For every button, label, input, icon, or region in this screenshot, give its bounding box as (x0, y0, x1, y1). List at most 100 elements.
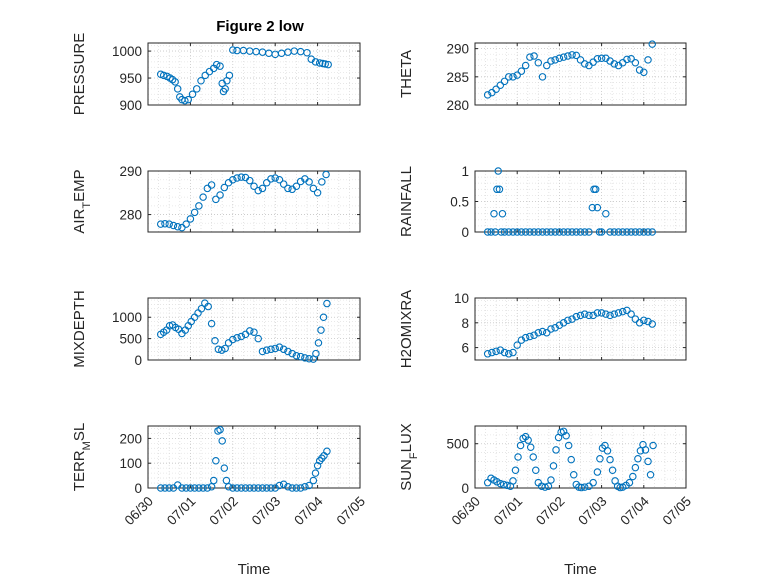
data-point (635, 66, 644, 74)
data-point (279, 180, 288, 188)
data-point (606, 228, 614, 236)
data-point (517, 67, 526, 75)
data-point (648, 228, 656, 236)
data-point (216, 425, 224, 434)
data-point (498, 209, 507, 218)
data-point (220, 464, 229, 472)
data-point (500, 77, 509, 86)
data-point (165, 484, 173, 492)
data-point (258, 484, 267, 492)
data-point (229, 175, 237, 184)
data-point (199, 193, 207, 201)
data-point (542, 61, 551, 70)
data-point (517, 336, 526, 344)
data-point (503, 481, 511, 490)
y-axis-label: THETA (398, 50, 415, 98)
data-point (483, 228, 492, 236)
data-point (648, 40, 656, 48)
data-point (576, 56, 585, 64)
data-point (580, 310, 589, 318)
figure-title: Figure 2 low (216, 18, 304, 35)
data-point (610, 228, 619, 236)
data-point (555, 54, 564, 62)
data-point (530, 228, 538, 236)
y-tick-label: 1000 (112, 44, 142, 59)
data-point (267, 345, 275, 354)
data-point (631, 58, 640, 67)
data-point (644, 56, 652, 64)
data-point (156, 220, 165, 228)
data-point (323, 447, 331, 456)
data-point (494, 167, 502, 175)
data-point (517, 228, 526, 236)
data-point (589, 478, 597, 487)
data-point (233, 334, 241, 342)
data-point (315, 59, 324, 67)
data-point (568, 51, 576, 59)
data-point (221, 85, 229, 93)
subplot-8: 0 500 06/30 07/01 07/02 07/03 07/04 07/05 SUNFLU… (398, 423, 694, 578)
data-point (597, 228, 606, 236)
data-point (509, 228, 517, 236)
y-tick-label: 100 (119, 456, 142, 471)
data-point (629, 472, 637, 481)
data-point (640, 316, 648, 325)
data-point (216, 62, 224, 70)
data-point (246, 327, 254, 335)
data-point (315, 456, 324, 465)
data-point (492, 85, 500, 93)
data-point (254, 334, 262, 343)
axes-border (147, 297, 361, 361)
y-axis-label: PRESSURE (71, 33, 88, 116)
data-point (284, 184, 292, 193)
data-point (190, 484, 199, 492)
data-point (513, 228, 521, 236)
data-point (595, 228, 604, 236)
y-tick-label: 290 (446, 42, 469, 57)
y-tick-label: 200 (119, 431, 142, 446)
data-point (319, 313, 328, 321)
y-tick-label: 10 (454, 291, 469, 306)
data-point (182, 484, 190, 492)
x-tick-label: 07/05 (334, 494, 369, 529)
y-tick-label: 0.5 (450, 195, 469, 210)
y-axis-label: RAINFALL (398, 166, 415, 237)
data-point (631, 315, 640, 323)
data-point (229, 484, 237, 492)
data-point (572, 51, 581, 60)
data-point (564, 316, 572, 325)
data-point (627, 228, 635, 236)
data-point (623, 306, 631, 315)
data-point (636, 447, 645, 455)
data-point (640, 228, 648, 236)
axes-border (474, 297, 687, 361)
data-point (173, 223, 182, 231)
data-point (499, 480, 508, 489)
data-point (156, 484, 165, 492)
data-point (538, 327, 547, 336)
y-tick-label: 8 (461, 316, 469, 331)
x-tick-label: 07/04 (291, 493, 326, 528)
y-axis-label: AIRTEMP (71, 169, 93, 233)
data-point (521, 228, 530, 236)
data-point (322, 170, 330, 179)
data-point (195, 484, 203, 492)
data-point (284, 347, 292, 356)
data-point (562, 431, 570, 440)
data-point (184, 95, 193, 104)
axes-border (474, 425, 687, 489)
data-point (288, 484, 296, 492)
data-point (203, 484, 212, 492)
data-point (318, 454, 326, 462)
data-point (526, 443, 535, 452)
subplot-3: 280 290 AIRTEMP (71, 164, 361, 234)
data-point (551, 56, 559, 64)
data-point (635, 228, 644, 236)
data-point (271, 484, 279, 492)
data-point (220, 183, 229, 192)
data-point (229, 46, 237, 54)
y-tick-label: 900 (119, 98, 142, 113)
data-point (509, 73, 517, 81)
data-point (564, 52, 572, 60)
